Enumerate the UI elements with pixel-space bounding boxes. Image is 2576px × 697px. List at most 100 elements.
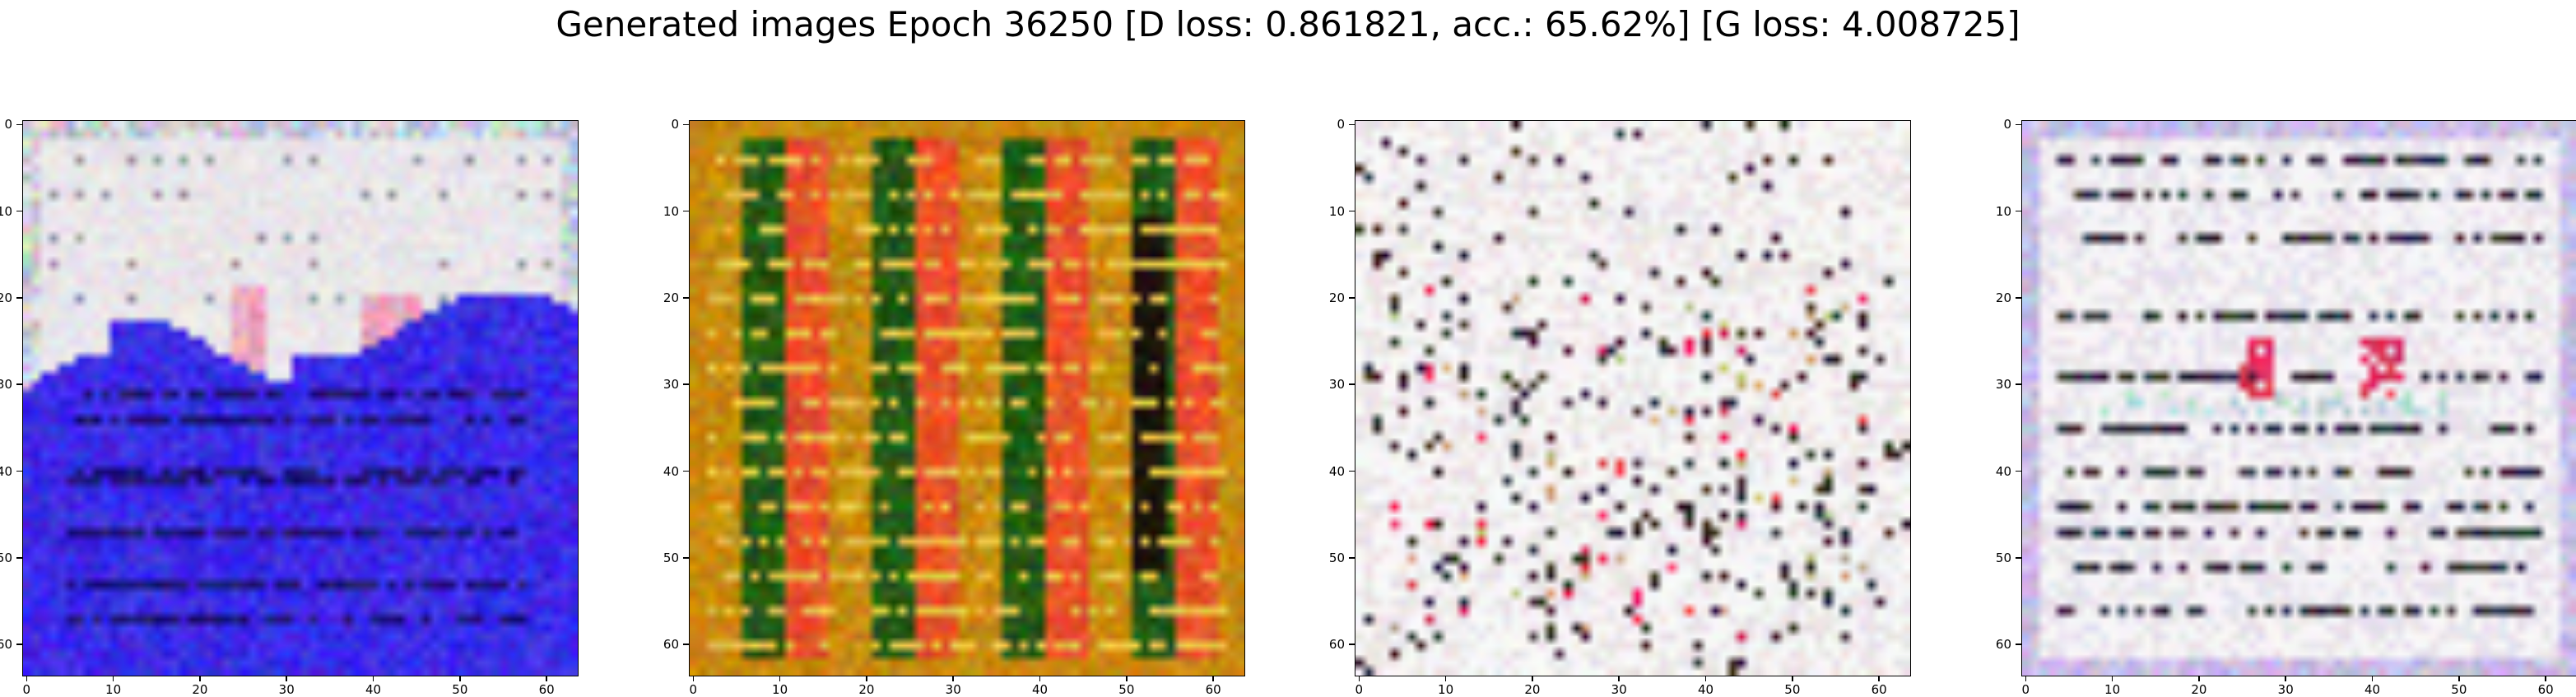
y-tick-label: 0 (1337, 117, 1345, 132)
x-tick (1532, 676, 1533, 681)
y-tick-label: 20 (1995, 290, 2011, 305)
generated-image (23, 121, 578, 676)
x-tick-label: 40 (2364, 682, 2381, 697)
y-tick-label: 40 (1995, 463, 2011, 479)
x-tick-label: 20 (192, 682, 208, 697)
y-tick (683, 383, 689, 385)
x-tick-label: 10 (105, 682, 122, 697)
y-tick-label: 50 (1328, 550, 1345, 565)
x-tick-label: 20 (1524, 682, 1541, 697)
x-tick-label: 10 (1438, 682, 1454, 697)
subplot-2: 0 10 20 30 40 50 60 0 10 20 30 40 50 60 (663, 118, 1245, 696)
x-tick (2285, 676, 2286, 681)
x-tick-label: 60 (1871, 682, 1887, 697)
y-tick-label: 10 (0, 203, 12, 219)
x-tick (2198, 676, 2200, 681)
x-tick (1039, 676, 1041, 681)
x-tick-label: 10 (772, 682, 788, 697)
y-tick (1349, 210, 1355, 212)
y-tick (16, 297, 22, 299)
y-tick-label: 60 (0, 637, 12, 653)
subplot-3: 0 10 20 30 40 50 60 0 10 20 30 40 50 60 (1329, 118, 1911, 696)
x-tick-label: 30 (278, 682, 295, 697)
x-tick (779, 676, 781, 681)
y-tick (16, 123, 22, 126)
y-tick (683, 644, 689, 645)
y-tick-label: 30 (663, 377, 679, 393)
image-frame (2021, 120, 2576, 676)
x-tick-label: 50 (1784, 682, 1801, 697)
y-tick-label: 50 (0, 550, 12, 565)
x-tick (546, 676, 547, 681)
x-tick (1878, 676, 1880, 681)
x-tick-label: 50 (1118, 682, 1135, 697)
image-frame (1355, 120, 1911, 676)
x-tick (372, 676, 374, 681)
subplot-4: 0 10 20 30 40 50 60 0 10 20 30 40 50 60 (1996, 118, 2576, 696)
y-tick (683, 557, 689, 559)
y-tick-label: 20 (663, 290, 679, 305)
x-tick-label: 60 (538, 682, 555, 697)
y-tick (683, 470, 689, 472)
y-tick-label: 40 (1328, 463, 1345, 479)
x-tick-label: 50 (2451, 682, 2467, 697)
x-tick-label: 0 (1355, 682, 1364, 697)
y-tick (683, 297, 689, 299)
x-tick (459, 676, 461, 681)
y-tick (2016, 383, 2021, 385)
y-tick (1349, 470, 1355, 472)
figure-title: Generated images Epoch 36250 [D loss: 0.… (556, 4, 2020, 44)
y-tick (2016, 297, 2021, 299)
y-tick-label: 0 (4, 117, 12, 132)
y-tick-label: 50 (663, 550, 679, 565)
y-tick-label: 60 (1328, 637, 1345, 653)
x-tick-label: 40 (365, 682, 382, 697)
generated-image (1355, 121, 1910, 676)
y-tick (683, 123, 689, 126)
y-tick-label: 50 (1995, 550, 2011, 565)
y-tick-label: 10 (1995, 203, 2011, 219)
x-tick (199, 676, 201, 681)
x-tick-label: 40 (1031, 682, 1049, 697)
y-tick-label: 60 (1995, 637, 2011, 653)
x-tick-label: 30 (2277, 682, 2294, 697)
x-tick (286, 676, 287, 681)
x-tick-label: 60 (2537, 682, 2554, 697)
y-tick-label: 40 (0, 463, 12, 479)
x-tick (1212, 676, 1214, 681)
y-tick (16, 383, 22, 385)
y-tick (2016, 557, 2021, 559)
y-tick-label: 0 (671, 117, 679, 132)
x-tick-label: 0 (689, 682, 698, 697)
x-tick-label: 40 (1697, 682, 1714, 697)
y-tick (1349, 557, 1355, 559)
y-tick (2016, 123, 2021, 126)
y-tick (16, 210, 22, 212)
image-frame (22, 120, 579, 676)
y-tick-label: 10 (663, 203, 679, 219)
x-tick (2371, 676, 2374, 681)
x-tick (1444, 676, 1447, 681)
y-tick (16, 557, 22, 559)
x-tick (1126, 676, 1128, 681)
y-tick-label: 40 (663, 463, 679, 479)
x-tick (112, 676, 114, 681)
y-tick (16, 470, 22, 472)
y-tick-label: 0 (2003, 117, 2011, 132)
y-tick-label: 30 (1328, 377, 1345, 393)
y-tick (2016, 644, 2021, 645)
subplot-1: 0 10 20 30 40 50 60 0 10 20 30 40 50 60 (0, 118, 579, 696)
x-tick-label: 20 (858, 682, 875, 697)
x-tick-label: 30 (1611, 682, 1627, 697)
x-tick (1618, 676, 1620, 681)
x-tick (952, 676, 954, 681)
y-tick-label: 30 (1995, 377, 2011, 393)
y-tick (1349, 123, 1355, 126)
y-tick (683, 210, 689, 212)
x-tick (2545, 676, 2546, 681)
y-tick-label: 30 (0, 377, 12, 393)
y-tick-label: 10 (1328, 203, 1345, 219)
y-tick-label: 60 (663, 637, 679, 653)
x-tick-label: 50 (452, 682, 468, 697)
x-tick (1792, 676, 1793, 681)
